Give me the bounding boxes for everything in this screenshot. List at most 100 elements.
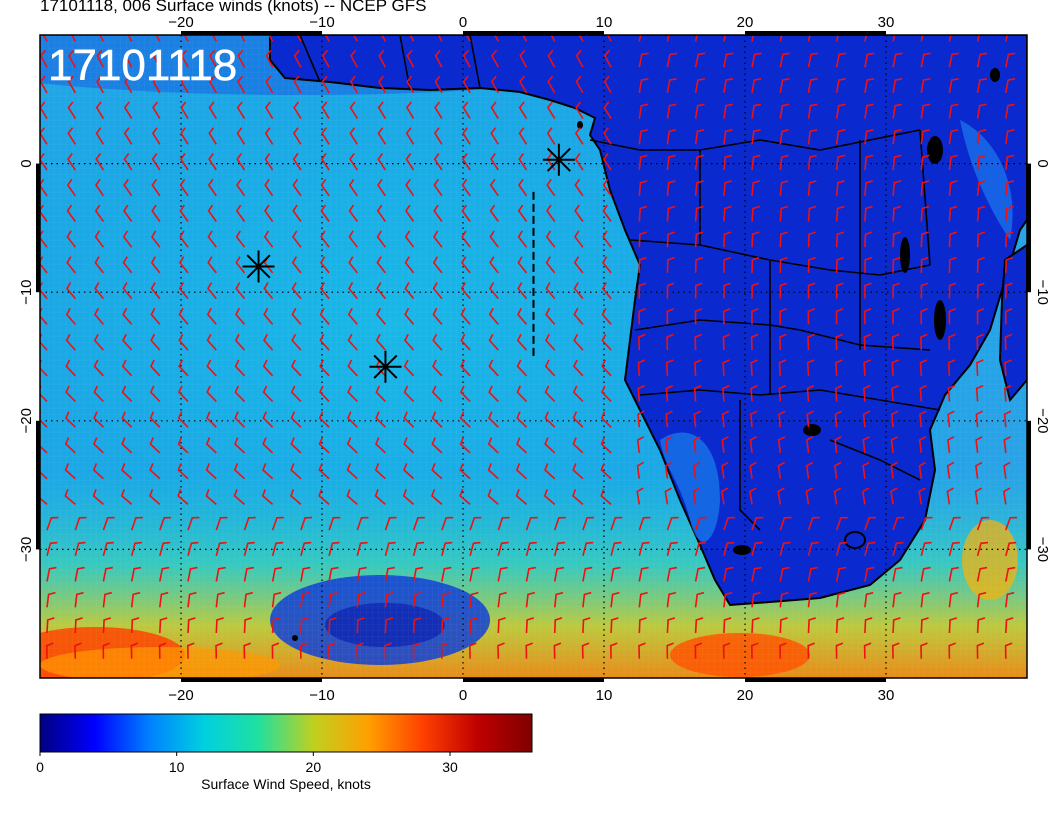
wind-barb-390 <box>178 307 189 325</box>
wind-barb-743 <box>271 566 283 582</box>
wind-barb-524 <box>1004 384 1012 402</box>
wind-barb-353 <box>122 282 133 300</box>
wind-barb-283 <box>122 230 133 248</box>
wind-barb-828 <box>694 617 704 634</box>
wind-barb-373 <box>694 282 703 299</box>
wind-barb-320 <box>179 256 189 274</box>
wind-barb-727 <box>807 541 819 557</box>
wind-barb-406 <box>638 308 646 325</box>
wind-barb-153 <box>405 127 415 145</box>
wind-barb-621 <box>777 461 785 479</box>
wind-barb-569 <box>290 437 302 454</box>
wind-barb-680 <box>469 516 482 531</box>
wind-barb-728 <box>835 541 848 557</box>
wind-barb-571 <box>346 437 358 454</box>
wind-barb-656 <box>777 487 785 505</box>
wind-barb-764 <box>864 566 875 582</box>
wind-barb-766 <box>920 566 931 582</box>
wind-barb-442 <box>666 333 674 351</box>
wind-barb-797 <box>807 591 817 608</box>
wind-barb-200 <box>751 154 761 171</box>
wind-barb-172 <box>948 129 959 145</box>
wind-barb-175 <box>40 153 48 171</box>
wind-barb-580 <box>600 437 612 454</box>
wind-barb-618 <box>693 461 701 479</box>
wind-barb-777 <box>243 591 253 608</box>
wind-barb-801 <box>920 591 930 608</box>
wind-barb-484 <box>863 359 871 376</box>
wind-barb-784 <box>441 591 451 608</box>
wind-barb-202 <box>807 154 817 171</box>
wind-barb-421 <box>65 333 76 351</box>
wind-barb-37 <box>96 49 105 68</box>
wind-barb-554 <box>862 410 871 428</box>
wind-barb-735 <box>46 566 57 582</box>
wind-barb-778 <box>271 591 282 608</box>
wind-barb-769 <box>1005 566 1016 582</box>
wind-barb-543 <box>544 411 556 428</box>
wind-barb-400 <box>460 307 471 325</box>
wind-barb-714 <box>441 541 453 557</box>
wind-barb-868 <box>835 642 844 659</box>
wind-barb-29 <box>864 35 868 42</box>
wind-barb-686 <box>638 516 651 531</box>
colorbar-ticks: 0 10 20 30 <box>36 752 458 775</box>
map-title: 17101118, 006 Surface winds (knots) -- N… <box>40 0 427 15</box>
wind-barb-493 <box>121 385 133 403</box>
wind-barb-216 <box>207 178 217 197</box>
wind-barb-426 <box>206 333 217 351</box>
x-tick-label-top-3: 10 <box>596 14 613 31</box>
wind-barb-674 <box>300 516 313 531</box>
west-africa-landmass <box>269 35 1027 607</box>
wind-barb-671 <box>215 516 228 531</box>
wind-barb-260 <box>461 204 471 222</box>
wind-barb-107 <box>95 101 105 120</box>
wind-barb-196 <box>638 154 648 171</box>
wind-barb-326 <box>348 256 358 274</box>
wind-barb-33 <box>976 35 980 42</box>
wind-barb-113 <box>264 101 274 120</box>
colorbar-tick-0: 0 <box>36 759 44 775</box>
wind-barb-499 <box>290 385 302 403</box>
wind-barb-795 <box>751 591 761 608</box>
wind-barb-74 <box>152 75 161 94</box>
wind-barb-563 <box>121 437 133 454</box>
wind-barb-67 <box>948 52 960 68</box>
wind-barb-382 <box>948 282 957 299</box>
wind-barb-859 <box>581 642 590 659</box>
wind-barb-380 <box>892 282 900 299</box>
wind-barb-441 <box>637 333 646 351</box>
wind-barb-593 <box>975 436 983 453</box>
wind-barb-264 <box>574 204 584 222</box>
wind-barb-787 <box>525 591 535 608</box>
wind-barb-763 <box>835 566 847 582</box>
wind-barb-573 <box>403 437 415 454</box>
wind-barb-547 <box>665 410 673 428</box>
wind-barb-47 <box>378 49 387 68</box>
wind-barb-9 <box>296 35 302 42</box>
wind-barb-209 <box>1005 154 1015 171</box>
wind-barb-498 <box>262 385 274 403</box>
wind-barb-474 <box>573 359 584 377</box>
wind-barb-829 <box>723 617 732 634</box>
wind-barb-755 <box>610 566 621 582</box>
wind-barb-378 <box>835 282 844 299</box>
y-tick-label-right-3: −30 <box>1034 537 1051 562</box>
wind-barb-853 <box>412 642 421 659</box>
wind-barb-570 <box>318 437 330 454</box>
wind-barb-195 <box>602 153 612 171</box>
wind-barb-642 <box>374 489 386 506</box>
wind-barb-770 <box>46 591 56 608</box>
wind-barb-180 <box>179 153 189 171</box>
wind-barb-576 <box>487 437 499 454</box>
wind-barb-445 <box>750 333 759 351</box>
wind-barb-751 <box>497 566 508 582</box>
wind-barb-374 <box>723 282 731 299</box>
wind-barb-562 <box>93 437 104 454</box>
wind-barb-471 <box>488 359 499 377</box>
x-tick-label-bottom-3: 10 <box>596 687 613 704</box>
wind-barb-431 <box>347 333 358 351</box>
wind-barb-595 <box>40 463 48 480</box>
wind-barb-561 <box>64 437 76 454</box>
wind-barb-472 <box>516 359 528 377</box>
